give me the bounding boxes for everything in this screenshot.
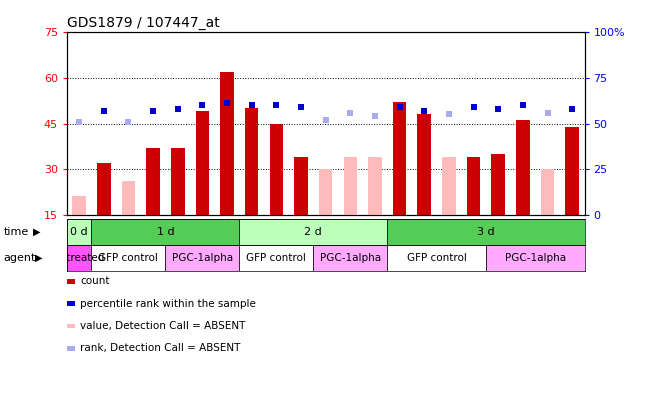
- Text: PGC-1alpha: PGC-1alpha: [504, 253, 566, 263]
- Bar: [196, 111, 209, 215]
- Bar: [171, 148, 184, 215]
- Bar: [245, 108, 259, 215]
- Text: time: time: [3, 227, 29, 237]
- Bar: [540, 169, 554, 215]
- Bar: [313, 245, 387, 271]
- Text: 0 d: 0 d: [70, 227, 88, 237]
- Text: agent: agent: [3, 253, 35, 263]
- Text: PGC-1alpha: PGC-1alpha: [320, 253, 381, 263]
- Bar: [67, 219, 92, 245]
- Text: PGC-1alpha: PGC-1alpha: [172, 253, 233, 263]
- Bar: [67, 245, 92, 271]
- Bar: [122, 181, 135, 215]
- Bar: [239, 245, 313, 271]
- Text: GDS1879 / 107447_at: GDS1879 / 107447_at: [67, 16, 220, 30]
- Text: ▶: ▶: [35, 253, 42, 263]
- Bar: [97, 163, 111, 215]
- Bar: [146, 148, 160, 215]
- Text: 1 d: 1 d: [156, 227, 174, 237]
- Bar: [343, 157, 357, 215]
- Bar: [72, 196, 86, 215]
- Text: GFP control: GFP control: [98, 253, 158, 263]
- Text: percentile rank within the sample: percentile rank within the sample: [80, 299, 256, 309]
- Bar: [486, 245, 584, 271]
- Bar: [294, 157, 308, 215]
- Bar: [92, 219, 239, 245]
- Bar: [418, 115, 431, 215]
- Bar: [565, 126, 579, 215]
- Bar: [442, 157, 456, 215]
- Text: rank, Detection Call = ABSENT: rank, Detection Call = ABSENT: [80, 343, 240, 353]
- Bar: [166, 245, 239, 271]
- Bar: [387, 245, 486, 271]
- Text: 2 d: 2 d: [305, 227, 322, 237]
- Bar: [220, 72, 234, 215]
- Text: GFP control: GFP control: [246, 253, 307, 263]
- Bar: [516, 120, 530, 215]
- Bar: [387, 219, 584, 245]
- Text: count: count: [80, 277, 110, 286]
- Text: 3 d: 3 d: [477, 227, 495, 237]
- Bar: [92, 245, 166, 271]
- Bar: [319, 169, 333, 215]
- Text: value, Detection Call = ABSENT: value, Detection Call = ABSENT: [80, 321, 246, 331]
- Text: GFP control: GFP control: [407, 253, 466, 263]
- Bar: [492, 154, 505, 215]
- Bar: [270, 124, 283, 215]
- Text: ▶: ▶: [33, 227, 40, 237]
- Bar: [239, 219, 387, 245]
- Bar: [467, 157, 480, 215]
- Bar: [368, 157, 381, 215]
- Bar: [393, 102, 406, 215]
- Text: untreated: untreated: [53, 253, 105, 263]
